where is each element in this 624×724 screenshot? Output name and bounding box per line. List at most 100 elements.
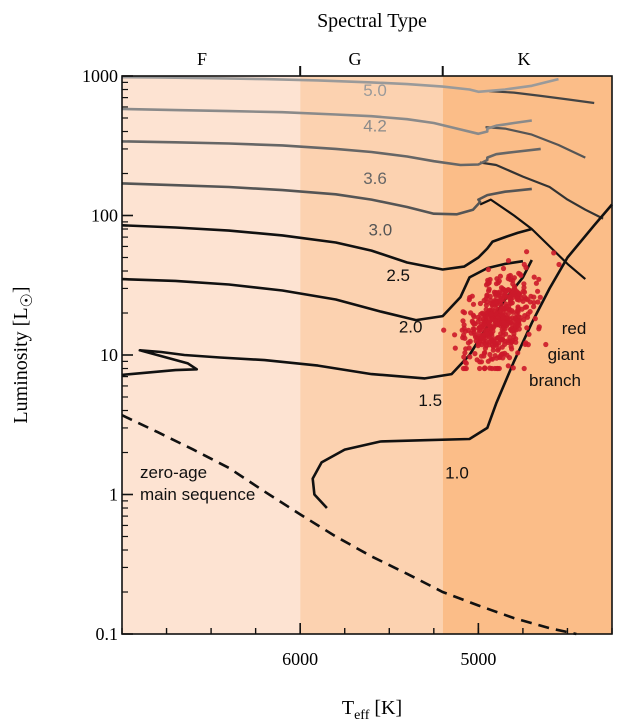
star-point — [497, 273, 503, 279]
star-point — [488, 311, 494, 317]
star-point — [484, 293, 490, 299]
star-point — [503, 304, 510, 310]
axes: 6000 5000 0.1 1 10 100 1000 F G K — [82, 49, 613, 669]
star-point — [462, 359, 468, 365]
star-point — [525, 311, 531, 317]
rgb-label-line2: giant — [548, 345, 585, 364]
star-point — [486, 280, 492, 286]
star-point — [516, 290, 522, 297]
y-tick-label: 1000 — [82, 66, 118, 86]
star-point — [477, 300, 483, 307]
track-2.5 — [121, 224, 533, 271]
star-point — [551, 250, 557, 256]
star-point — [492, 318, 498, 324]
zams-label-line2: main sequence — [140, 485, 255, 504]
star-point — [486, 342, 492, 348]
star-point — [521, 281, 527, 287]
star-point — [509, 295, 516, 301]
y-axis-label-main: Luminosity [L — [10, 307, 32, 423]
star-point — [487, 334, 493, 340]
star-point — [521, 261, 527, 268]
star-point — [522, 304, 528, 310]
y-axis-label: Luminosity [L☉] — [10, 286, 36, 423]
track-1.0 — [311, 203, 613, 509]
y-tick-label: 10 — [100, 345, 118, 365]
star-point — [516, 326, 522, 332]
star-point — [524, 249, 530, 255]
track-label-3.0: 3.0 — [369, 220, 393, 239]
star-point — [508, 300, 514, 306]
star-point — [460, 318, 466, 324]
star-point — [478, 353, 485, 359]
star-point — [515, 304, 521, 310]
star-point — [472, 351, 478, 357]
star-point — [469, 293, 475, 299]
zams-line — [121, 414, 577, 636]
star-point — [490, 325, 496, 331]
star-point — [482, 345, 488, 351]
star-point — [461, 354, 467, 360]
star-point — [484, 331, 490, 337]
track-4.2 — [121, 107, 532, 136]
star-point — [498, 308, 504, 314]
star-point — [501, 338, 507, 344]
star-point — [500, 286, 506, 292]
star-point — [487, 351, 493, 358]
star-point — [477, 316, 483, 322]
star-point — [511, 327, 517, 333]
star-point — [478, 311, 484, 317]
star-point — [496, 334, 502, 341]
star-point — [462, 335, 468, 341]
star-point — [493, 305, 499, 311]
track-3.6 — [121, 140, 541, 167]
star-point — [452, 332, 458, 338]
track-label-1.0: 1.0 — [445, 464, 469, 483]
star-point — [521, 365, 527, 372]
labels: Spectral Type Teff [K] Luminosity [L☉] z… — [10, 10, 586, 723]
spectral-label-G: G — [349, 49, 362, 69]
star-point — [472, 332, 478, 338]
star-point — [462, 350, 468, 356]
star-point — [508, 277, 514, 283]
star-point — [473, 338, 479, 344]
star-point — [486, 288, 492, 294]
extra-track-3 — [489, 90, 595, 105]
star-point — [507, 316, 513, 322]
star-point — [487, 365, 493, 371]
star-point — [462, 365, 468, 372]
rgb-label-line3: branch — [529, 371, 581, 390]
star-point — [492, 339, 498, 345]
spectral-label-K: K — [518, 49, 531, 69]
rgb-label-line1: red — [562, 319, 587, 338]
y-tick-label: 1 — [109, 485, 118, 505]
star-point — [509, 308, 515, 314]
star-point — [543, 341, 549, 348]
star-point — [496, 365, 502, 372]
star-point — [470, 319, 476, 326]
track-label-2.0: 2.0 — [399, 317, 423, 336]
star-point — [500, 315, 506, 322]
track-label-2.5: 2.5 — [386, 266, 410, 285]
star-point — [500, 265, 507, 272]
star-point — [524, 325, 530, 331]
star-point — [468, 310, 474, 316]
star-point — [470, 301, 477, 307]
star-point — [494, 355, 500, 361]
x-tick-label: 6000 — [282, 649, 318, 669]
star-point — [496, 346, 502, 352]
zams-layer — [121, 414, 577, 636]
star-point — [520, 288, 526, 294]
x-axis-label: Teff [K] — [342, 697, 402, 723]
star-point — [500, 332, 506, 338]
chart-title: Spectral Type — [317, 10, 427, 32]
track-label-3.6: 3.6 — [363, 169, 387, 188]
track-label-1.5: 1.5 — [418, 391, 442, 410]
star-point — [531, 304, 537, 310]
star-point — [504, 352, 510, 358]
star-point — [465, 340, 471, 346]
star-point — [526, 331, 532, 337]
star-point — [515, 309, 521, 315]
star-point — [533, 280, 540, 286]
red-giant-points — [441, 249, 562, 372]
